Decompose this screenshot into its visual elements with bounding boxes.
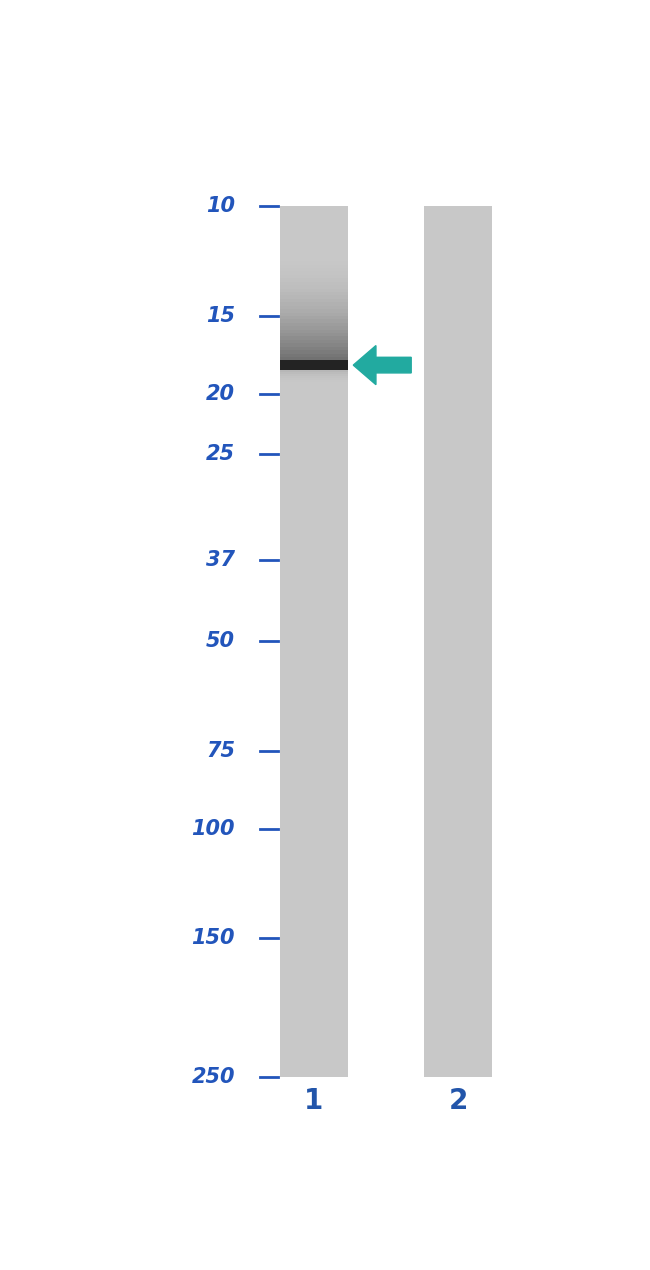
Bar bbox=[280, 357, 348, 361]
Bar bbox=[280, 330, 348, 333]
Bar bbox=[280, 376, 348, 377]
Bar bbox=[280, 333, 348, 337]
Bar bbox=[280, 282, 348, 286]
Bar bbox=[280, 373, 348, 376]
Text: 15: 15 bbox=[206, 306, 235, 326]
Bar bbox=[280, 272, 348, 274]
Bar bbox=[280, 380, 348, 381]
Bar bbox=[280, 337, 348, 340]
Bar bbox=[280, 372, 348, 373]
Bar bbox=[280, 298, 348, 302]
Text: 10: 10 bbox=[206, 196, 235, 216]
Bar bbox=[280, 353, 348, 357]
Bar bbox=[280, 288, 348, 292]
Bar bbox=[280, 377, 348, 380]
Text: 100: 100 bbox=[191, 819, 235, 838]
Bar bbox=[280, 347, 348, 351]
Text: 50: 50 bbox=[206, 631, 235, 652]
Bar bbox=[424, 206, 492, 1077]
Bar bbox=[280, 312, 348, 316]
Text: 250: 250 bbox=[191, 1067, 235, 1087]
Text: 20: 20 bbox=[206, 384, 235, 404]
Bar bbox=[280, 319, 348, 323]
Text: 37: 37 bbox=[206, 550, 235, 570]
Bar bbox=[280, 268, 348, 272]
Bar bbox=[280, 351, 348, 353]
Bar bbox=[280, 316, 348, 319]
Bar bbox=[280, 278, 348, 282]
Text: 150: 150 bbox=[191, 928, 235, 949]
Bar bbox=[280, 326, 348, 330]
Bar bbox=[280, 262, 348, 264]
Bar bbox=[280, 274, 348, 278]
Bar bbox=[280, 343, 348, 347]
Bar bbox=[280, 296, 348, 298]
Bar bbox=[280, 302, 348, 306]
Bar bbox=[280, 309, 348, 312]
FancyArrow shape bbox=[354, 345, 411, 385]
Text: 1: 1 bbox=[304, 1087, 324, 1115]
Bar bbox=[280, 206, 348, 1077]
Bar bbox=[280, 258, 348, 262]
Bar bbox=[280, 323, 348, 326]
Text: 75: 75 bbox=[206, 740, 235, 761]
Bar bbox=[280, 340, 348, 343]
Bar bbox=[280, 292, 348, 296]
Bar bbox=[280, 264, 348, 268]
Bar bbox=[280, 361, 348, 370]
Bar bbox=[280, 306, 348, 309]
Text: 25: 25 bbox=[206, 444, 235, 464]
Bar bbox=[280, 286, 348, 288]
Text: 2: 2 bbox=[448, 1087, 468, 1115]
Bar bbox=[280, 370, 348, 372]
